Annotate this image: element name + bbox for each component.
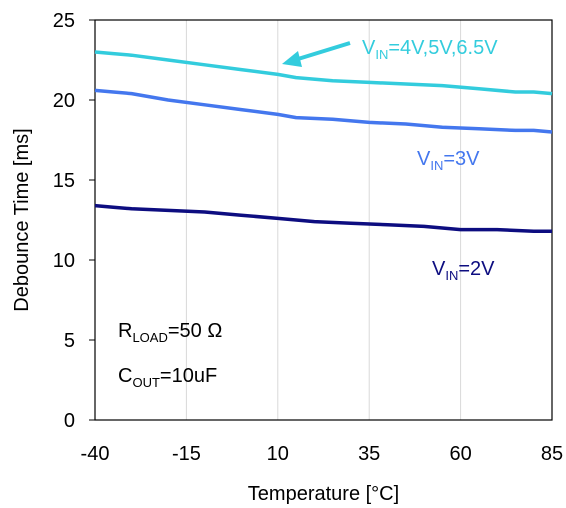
series-labels: VIN=4V,5V,6.5V VIN=3V VIN=2V xyxy=(362,37,498,283)
y-tick-label: 20 xyxy=(53,90,75,112)
x-tick-label: 35 xyxy=(358,443,380,465)
x-tick-label: 85 xyxy=(541,443,563,465)
x-tick-label: 60 xyxy=(449,443,471,465)
cout-annotation: COUT=10uF xyxy=(118,365,217,390)
x-tick-label: -40 xyxy=(81,443,110,465)
series-line-3 xyxy=(94,203,552,233)
series-line-2 xyxy=(94,88,553,134)
series-lines xyxy=(94,50,553,233)
x-axis-title: Temperature [°C] xyxy=(248,483,399,505)
x-tick-label: -15 xyxy=(172,443,201,465)
series-line-1 xyxy=(94,50,553,96)
series-label-3: VIN=2V xyxy=(432,258,495,283)
y-tick-label: 10 xyxy=(53,250,75,272)
y-tick-labels: 0 5 10 15 20 25 xyxy=(53,10,95,432)
y-tick-label: 15 xyxy=(53,170,75,192)
y-tick-label: 0 xyxy=(64,410,75,432)
y-axis-title: Debounce Time [ms] xyxy=(11,128,33,311)
x-tick-label: 10 xyxy=(267,443,289,465)
y-tick-label: 5 xyxy=(64,330,75,352)
y-tick-label: 25 xyxy=(53,10,75,32)
series-label-2: VIN=3V xyxy=(417,148,480,173)
rload-annotation: RLOAD=50 Ω xyxy=(118,320,222,345)
series-label-1: VIN=4V,5V,6.5V xyxy=(362,37,498,62)
plot-frame xyxy=(94,19,553,421)
x-tick-labels: -40 -15 10 35 60 85 xyxy=(81,443,564,465)
arrow-shaft xyxy=(297,41,351,61)
arrow-head xyxy=(282,51,302,67)
series-label-arrow xyxy=(282,41,351,67)
